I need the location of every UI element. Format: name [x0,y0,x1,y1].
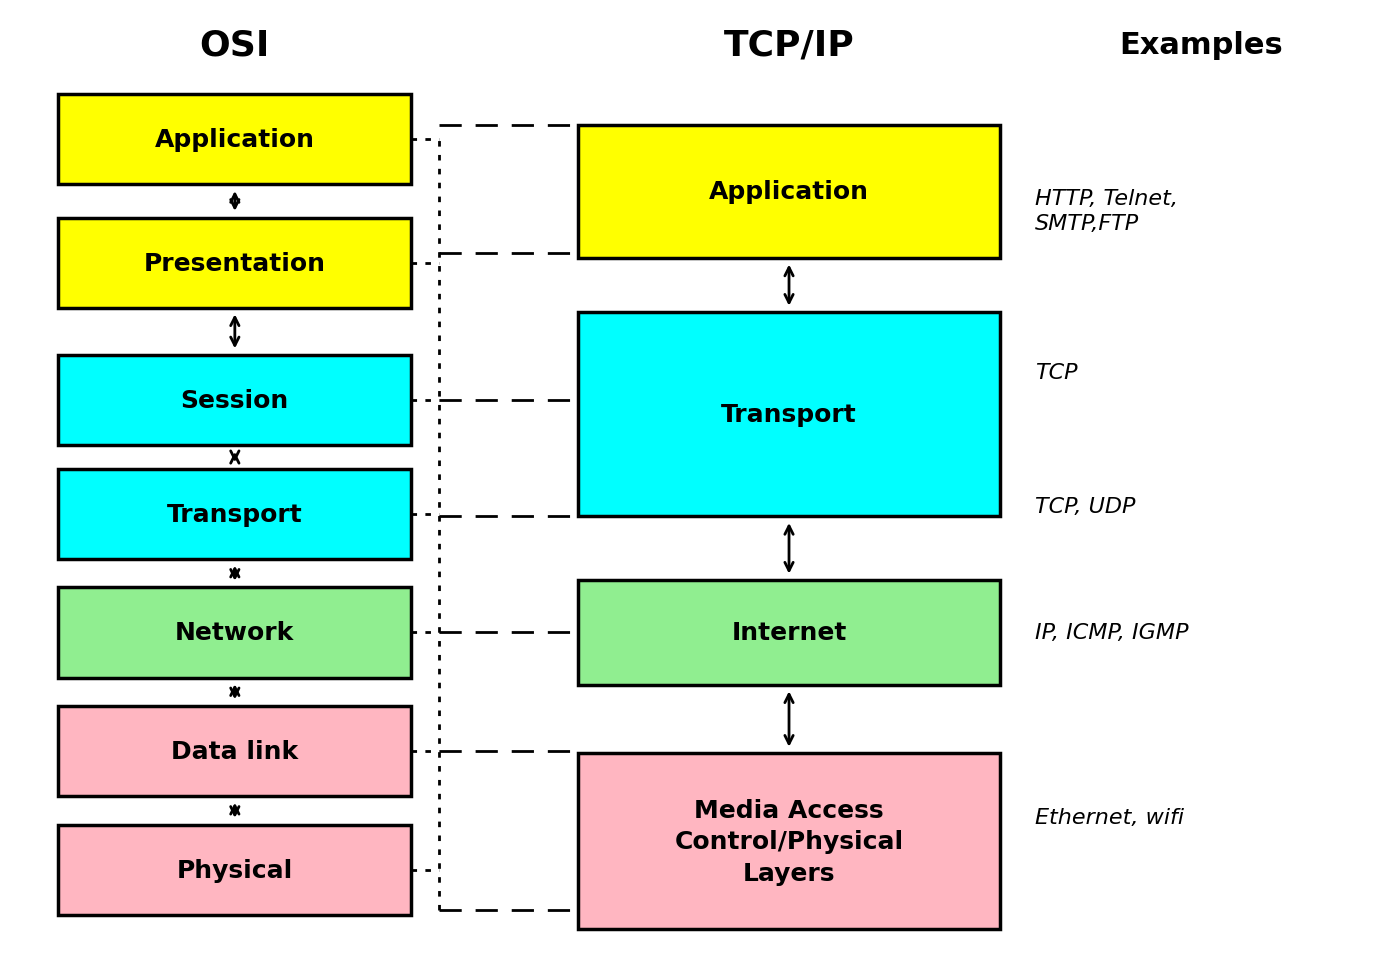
Text: Data link: Data link [171,740,299,763]
Bar [58,470,412,559]
Text: IP, ICMP, IGMP: IP, ICMP, IGMP [1035,623,1188,643]
Bar [58,355,412,446]
Text: Presentation: Presentation [143,252,325,275]
Bar [577,754,1000,929]
Text: TCP/IP: TCP/IP [723,29,854,62]
Text: Transport: Transport [167,502,303,526]
Bar [58,95,412,185]
Bar [577,314,1000,517]
Bar [58,706,412,797]
Text: Physical: Physical [177,858,294,882]
Text: Examples: Examples [1120,30,1283,60]
Text: HTTP, Telnet,
SMTP,FTP: HTTP, Telnet, SMTP,FTP [1035,189,1178,233]
Bar [58,588,412,678]
Text: OSI: OSI [200,29,270,62]
Bar [58,218,412,309]
Text: Network: Network [175,620,295,645]
Text: Media Access
Control/Physical
Layers: Media Access Control/Physical Layers [675,798,904,884]
Text: Internet: Internet [732,620,847,645]
Text: Application: Application [709,180,869,204]
Bar [577,126,1000,258]
Text: Transport: Transport [721,403,857,427]
Text: Ethernet, wifi: Ethernet, wifi [1035,807,1184,827]
Text: TCP, UDP: TCP, UDP [1035,497,1135,517]
Text: Application: Application [154,128,314,152]
Bar [577,580,1000,685]
Text: Session: Session [181,389,289,413]
Bar [58,824,412,915]
Text: TCP: TCP [1035,362,1078,382]
